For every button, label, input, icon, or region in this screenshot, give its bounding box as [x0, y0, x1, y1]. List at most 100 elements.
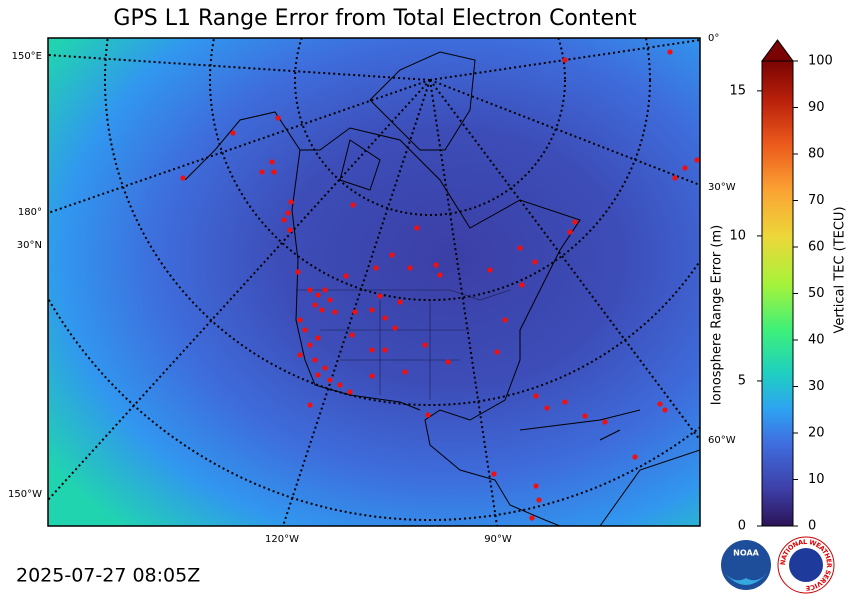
- station: [414, 225, 420, 231]
- station: [327, 297, 333, 303]
- station: [502, 317, 508, 323]
- station: [377, 293, 383, 299]
- station: [602, 419, 608, 425]
- station: [297, 317, 303, 323]
- nws-logo: NATIONAL WEATHER SERVICE: [777, 536, 835, 594]
- graticule-label: 90°W: [484, 534, 512, 545]
- station: [389, 252, 395, 258]
- station: [533, 483, 539, 489]
- station: [327, 377, 333, 383]
- station: [288, 199, 294, 205]
- station: [422, 342, 428, 348]
- station: [519, 282, 525, 288]
- station: [402, 369, 408, 375]
- title: GPS L1 Range Error from Total Electron C…: [113, 6, 637, 31]
- station: [632, 454, 638, 460]
- graticule-label: 60°W: [708, 435, 736, 446]
- stations: [180, 49, 700, 521]
- station: [662, 407, 668, 413]
- station: [532, 259, 538, 265]
- station: [347, 389, 353, 395]
- graticule-label: 0°: [708, 33, 719, 44]
- station: [319, 307, 325, 313]
- station: [269, 159, 275, 165]
- colorbar-tick-label: 0: [808, 519, 816, 534]
- station: [562, 399, 568, 405]
- coastlines: [184, 51, 700, 526]
- station: [322, 287, 328, 293]
- colorbar-tick-label: 40: [808, 333, 825, 348]
- station: [536, 497, 542, 503]
- station: [369, 347, 375, 353]
- station: [562, 57, 568, 63]
- station: [275, 115, 281, 121]
- station: [180, 175, 186, 181]
- station: [350, 202, 356, 208]
- station: [315, 335, 321, 341]
- map: [48, 38, 700, 526]
- station: [529, 515, 535, 521]
- station: [437, 272, 443, 278]
- station: [271, 169, 277, 175]
- graticule-label: 120°W: [265, 534, 299, 545]
- graticule-label: 30°N: [17, 240, 42, 251]
- station: [369, 307, 375, 313]
- station: [337, 382, 343, 388]
- colorbar-ticks: 0 10 20 30 40 50 60 70 80 90 100 0 5 10 15: [729, 54, 832, 534]
- station: [295, 269, 301, 275]
- station: [397, 299, 403, 305]
- range-axis-label: Ionosphere Range Error (m): [710, 225, 725, 405]
- noaa-text: NOAA: [733, 549, 759, 558]
- station: [307, 342, 313, 348]
- station: [667, 49, 673, 55]
- station: [312, 302, 318, 308]
- station: [332, 309, 338, 315]
- station: [287, 227, 293, 233]
- station: [582, 413, 588, 419]
- station: [259, 169, 265, 175]
- station: [343, 273, 349, 279]
- station: [312, 357, 318, 363]
- colorbar-tick-label: 70: [808, 193, 825, 208]
- station: [307, 287, 313, 293]
- station: [349, 332, 355, 338]
- station: [302, 327, 308, 333]
- tec-field: [48, 38, 700, 526]
- range-axis-tick-label: 0: [738, 519, 746, 534]
- station: [533, 393, 539, 399]
- station: [230, 130, 236, 136]
- colorbar-tick-label: 30: [808, 379, 825, 394]
- station: [322, 365, 328, 371]
- colorbar-tick-label: 90: [808, 100, 825, 115]
- range-axis-tick-label: 5: [738, 373, 746, 388]
- station: [425, 412, 431, 418]
- colorbar-extend: [761, 39, 794, 62]
- station: [297, 352, 303, 358]
- graticule-label: 150°W: [8, 489, 42, 500]
- colorbar-tick-label: 100: [808, 54, 833, 69]
- station: [487, 267, 493, 273]
- colorbar-tick-label: 60: [808, 240, 825, 255]
- station: [382, 347, 388, 353]
- station: [672, 175, 678, 181]
- graticule-label: 180°: [18, 207, 42, 218]
- station: [407, 265, 413, 271]
- colorbar: [761, 60, 794, 527]
- colorbar-tick-label: 50: [808, 286, 825, 301]
- colorbar-label: Vertical TEC (TECU): [833, 206, 848, 333]
- station: [682, 165, 688, 171]
- station: [694, 157, 700, 163]
- station: [352, 309, 358, 315]
- station: [572, 219, 578, 225]
- station: [369, 373, 375, 379]
- station: [373, 265, 379, 271]
- range-axis-tick-label: 15: [729, 83, 746, 98]
- station: [392, 325, 398, 331]
- station: [567, 229, 573, 235]
- station: [315, 372, 321, 378]
- station: [657, 401, 663, 407]
- graticule-labels: 150°E 180° 30°N 150°W 0° 30°W 60°W 120°W…: [8, 33, 736, 545]
- graticule-label: 30°W: [708, 182, 736, 193]
- range-axis-tick-label: 10: [729, 228, 746, 243]
